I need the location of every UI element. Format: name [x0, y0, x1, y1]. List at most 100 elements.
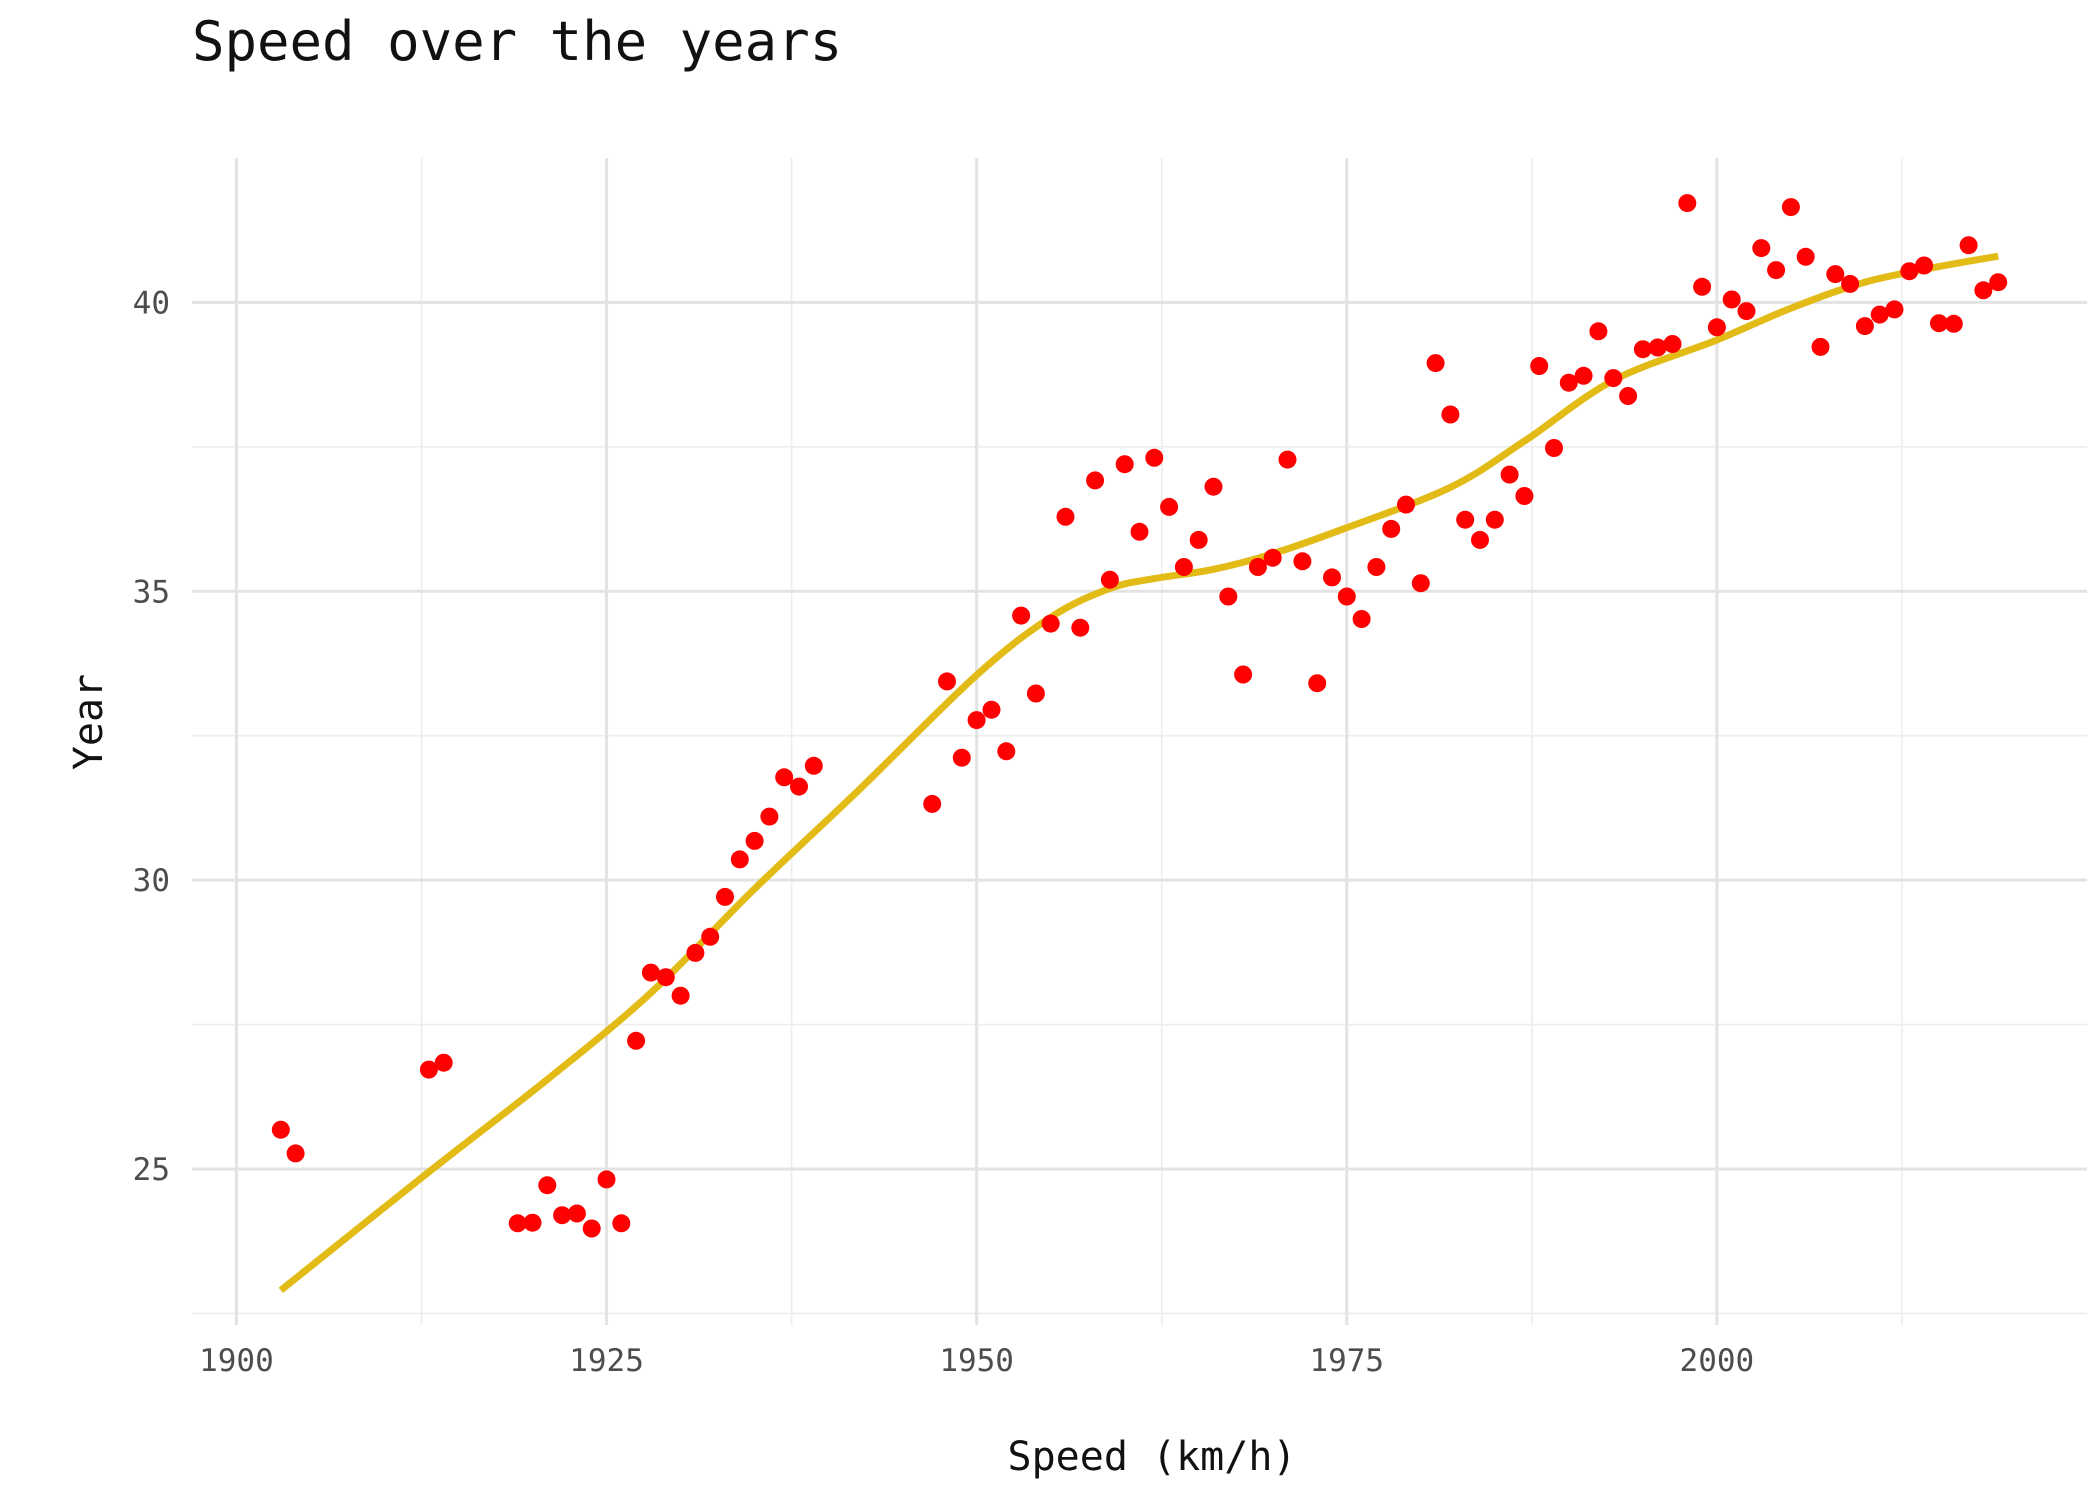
y-axis-title: Year	[66, 674, 112, 770]
scatter-point	[1411, 574, 1430, 593]
scatter-point	[1959, 236, 1978, 255]
scatter-point	[553, 1206, 572, 1225]
scatter-point	[1323, 568, 1341, 587]
scatter-point	[1174, 558, 1193, 576]
scatter-point	[1471, 530, 1489, 549]
scatter-point	[1767, 261, 1786, 280]
scatter-point	[1219, 587, 1238, 606]
scatter-point	[508, 1214, 527, 1233]
scatter-point	[1026, 684, 1045, 703]
scatter-point	[582, 1219, 601, 1238]
scatter-point	[419, 1060, 438, 1079]
x-tick-label: 2000	[1680, 1343, 1755, 1379]
scatter-point	[1071, 618, 1090, 637]
scatter-point	[1485, 510, 1504, 529]
scatter-point	[790, 777, 808, 796]
scatter-point	[997, 742, 1016, 761]
scatter-point	[567, 1204, 586, 1223]
scatter-point	[967, 711, 986, 730]
scatter-point	[1796, 247, 1815, 266]
scatter-point	[656, 968, 675, 987]
scatter-point	[1811, 337, 1830, 356]
scatter-point	[1041, 614, 1060, 633]
scatter-point	[1530, 357, 1549, 375]
scatter-point	[1841, 274, 1860, 293]
scatter-point	[1234, 665, 1253, 684]
scatter-point	[523, 1213, 542, 1232]
scatter-point	[1900, 262, 1919, 281]
scatter-point	[671, 986, 690, 1005]
scatter-point	[434, 1053, 453, 1072]
scatter-point	[1781, 198, 1800, 217]
scatter-point	[686, 943, 705, 962]
scatter-point	[760, 807, 779, 826]
y-tick-label: 25	[133, 1152, 170, 1188]
scatter-point	[1885, 300, 1904, 319]
scatter-point	[1263, 548, 1282, 567]
y-axis-ticks: 25 30 35 40	[133, 285, 170, 1188]
scatter-point	[1337, 587, 1356, 606]
scatter-point	[730, 850, 749, 869]
scatter-points-layer	[271, 194, 2008, 1238]
y-tick-label: 30	[133, 863, 170, 899]
scatter-point	[1515, 487, 1534, 505]
x-axis-title: Speed (km/h)	[1008, 1434, 1297, 1480]
x-tick-label: 1975	[1309, 1343, 1384, 1379]
scatter-point	[1752, 239, 1771, 258]
scatter-point	[286, 1144, 305, 1163]
scatter-point	[775, 768, 794, 787]
scatter-point	[938, 672, 956, 691]
scatter-point	[271, 1120, 290, 1139]
scatter-point	[1559, 373, 1578, 392]
scatter-point	[1648, 338, 1667, 357]
scatter-point	[1944, 314, 1963, 333]
x-axis-ticks: 1900 1925 1950 1975 2000	[199, 1343, 1754, 1379]
scatter-point	[1441, 405, 1460, 424]
scatter-point	[1707, 318, 1726, 337]
scatter-point	[1500, 465, 1519, 484]
scatter-point	[1678, 194, 1697, 213]
scatter-point	[1397, 495, 1415, 514]
y-tick-label: 40	[133, 285, 170, 321]
scatter-point	[923, 794, 942, 813]
scatter-point	[804, 756, 823, 775]
scatter-point	[1589, 322, 1608, 341]
scatter-point	[1930, 314, 1948, 333]
scatter-point	[1100, 570, 1119, 589]
scatter-point	[1974, 281, 1993, 300]
scatter-point	[1086, 471, 1105, 490]
scatter-point	[1204, 477, 1223, 496]
scatter-point	[1115, 455, 1134, 474]
scatter-point	[1189, 530, 1208, 549]
scatter-point	[1130, 522, 1149, 541]
major-gridlines	[192, 158, 2087, 1325]
scatter-point	[1737, 302, 1756, 321]
scatter-point	[641, 963, 660, 982]
scatter-point	[627, 1031, 646, 1050]
scatter-point	[1574, 366, 1593, 385]
scatter-point	[982, 700, 1001, 719]
scatter-point	[1456, 510, 1475, 529]
trend-line	[278, 252, 1999, 1294]
y-tick-label: 35	[133, 574, 170, 610]
scatter-point	[1855, 317, 1874, 336]
scatter-point	[1426, 354, 1445, 373]
scatter-point	[1248, 558, 1267, 576]
scatter-point	[1915, 256, 1934, 275]
trend-line-layer	[278, 252, 1999, 1294]
scatter-point	[1367, 558, 1386, 576]
chart-title: Speed over the years	[192, 10, 842, 73]
scatter-point	[1012, 606, 1031, 625]
scatter-point	[745, 831, 764, 850]
scatter-point	[538, 1176, 557, 1195]
x-tick-label: 1950	[939, 1343, 1014, 1379]
scatter-point	[612, 1214, 631, 1233]
scatter-point	[701, 927, 720, 946]
scatter-point	[1308, 674, 1327, 693]
scatter-point	[1693, 277, 1712, 296]
scatter-point	[597, 1170, 616, 1189]
scatter-point	[1293, 552, 1312, 571]
scatter-point	[1604, 369, 1623, 388]
scatter-point	[1278, 450, 1297, 469]
